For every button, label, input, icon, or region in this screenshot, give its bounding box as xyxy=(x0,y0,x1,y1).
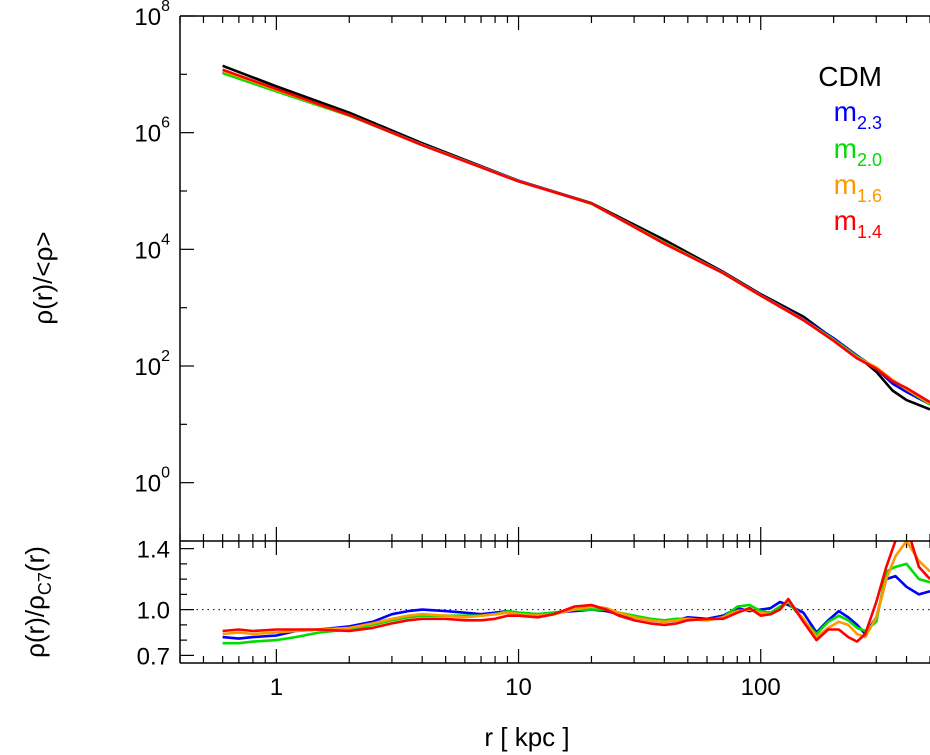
legend-entry-m2.3: m2.3 xyxy=(834,96,882,133)
y-tick-label-base: 10 xyxy=(134,4,161,31)
y-tick-label: 106 xyxy=(134,115,170,148)
ratio-y-title-pre: ρ(r)/ρ xyxy=(20,595,50,658)
y-tick-label-exponent: 4 xyxy=(161,231,170,248)
legend-entry-m2.0-sub: 2.0 xyxy=(857,150,882,170)
legend-entry-m2.0: m2.0 xyxy=(834,133,882,170)
y-tick-label-base: 10 xyxy=(134,237,161,264)
y-tick-label-exponent: 2 xyxy=(161,348,170,365)
ratio-y-tick-label: 1.4 xyxy=(137,537,170,564)
density-axis-ticks xyxy=(179,15,930,542)
y-tick-label: 100 xyxy=(134,465,170,498)
legend-entry-cdm-label: CDM xyxy=(818,61,882,92)
y-tick-label-exponent: 6 xyxy=(161,115,170,132)
legend-entry-m1.6: m1.6 xyxy=(834,169,882,206)
ratio-line-m1.4 xyxy=(222,541,930,643)
y-tick-label: 102 xyxy=(134,348,170,381)
y-tick-label-base: 10 xyxy=(134,121,161,148)
density-y-axis-title: ρ(r)/<ρ> xyxy=(28,231,58,324)
ratio-y-title-sub: C7 xyxy=(35,572,55,595)
x-tick-label: 1 xyxy=(270,674,283,701)
y-tick-label: 108 xyxy=(134,0,170,31)
ratio-line-m1.6 xyxy=(222,541,930,639)
ratio-plot-area xyxy=(180,541,930,663)
ratio-panel: 0.7 1.0 1.4 1 10 100 ρ(r)/ρC7(r) r [ kpc ] xyxy=(20,537,930,752)
ratio-y-axis-title: ρ(r)/ρC7(r) xyxy=(20,546,55,658)
y-tick-label-exponent: 8 xyxy=(161,0,170,15)
legend-entry-cdm: CDM xyxy=(818,61,882,92)
x-tick-label: 100 xyxy=(741,674,781,701)
density-lines xyxy=(222,64,930,411)
legend-entry-m1.4-sub: 1.4 xyxy=(857,222,882,242)
x-axis-title: r [ kpc ] xyxy=(484,722,569,752)
y-tick-label-exponent: 0 xyxy=(161,465,170,482)
legend-entry-m2.3-sub: 2.3 xyxy=(857,113,882,133)
y-tick-label-base: 10 xyxy=(134,354,161,381)
legend-entry-m1.4: m1.4 xyxy=(834,205,882,242)
legend-entry-m2.0-base: m xyxy=(834,133,857,164)
ratio-y-tick-label: 1.0 xyxy=(137,598,170,625)
ratio-y-tick-label: 0.7 xyxy=(137,643,170,670)
y-tick-label: 104 xyxy=(134,231,170,264)
x-tick-label: 10 xyxy=(505,674,532,701)
ratio-line-m2.0 xyxy=(222,562,930,645)
ratio-y-title-post: (r) xyxy=(20,546,50,572)
legend-entry-m2.3-base: m xyxy=(834,96,857,127)
y-tick-label-base: 10 xyxy=(134,471,161,498)
density-line-m1.4 xyxy=(222,68,930,404)
ratio-lines xyxy=(222,541,930,645)
legend-entry-m1.6-sub: 1.6 xyxy=(857,186,882,206)
legend-entry-m1.4-base: m xyxy=(834,205,857,236)
ratio-y-tick-labels: 0.7 1.0 1.4 xyxy=(137,537,170,671)
x-tick-labels: 1 10 100 xyxy=(270,674,781,701)
legend-entry-m1.6-base: m xyxy=(834,169,857,200)
ratio-axis-ticks xyxy=(179,541,930,663)
density-plot-area xyxy=(180,16,930,541)
legend: CDM m2.3 m2.0 m1.6 m1.4 xyxy=(818,61,882,242)
